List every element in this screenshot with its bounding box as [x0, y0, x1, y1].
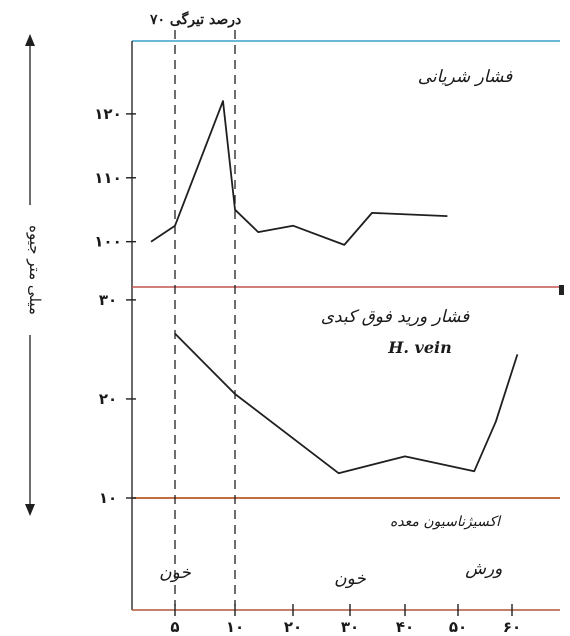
panel-1-y-tick-label: ۱۰۰	[94, 233, 121, 251]
bottom-annotation: خون	[159, 563, 191, 583]
panel-2-series	[174, 332, 519, 475]
bottom-band-label: اکسیژناسیون معده	[390, 514, 502, 530]
panel-1-line	[150, 100, 448, 246]
bottom-annotation: خون	[334, 569, 366, 589]
y-axis-label-gap	[18, 205, 42, 335]
y-axis-label-group: میلی متر جیوه	[18, 34, 44, 516]
panel-1-y-ticks: ۱۰۰ ۱۱۰ ۱۲۰	[94, 105, 136, 251]
x-tick-label: ۵۰	[449, 618, 467, 636]
marker-lines	[174, 30, 236, 606]
right-edge-mark	[559, 285, 564, 295]
x-tick-label: ۱۰	[226, 618, 244, 636]
panel-2-line	[174, 332, 519, 475]
top-annotation: ۷۰ درصد تیرگی	[149, 11, 241, 28]
x-tick-label: ۲۰	[284, 618, 302, 636]
panel-2-subtitle: H. vein	[387, 338, 451, 357]
panel-2-y-tick-label: ۱۰	[99, 489, 117, 507]
panel-2-title: فشار ورید فوق کبدی	[321, 307, 470, 327]
y-axis-arrow-up	[25, 34, 35, 46]
panel-2-y-ticks: ۱۰ ۲۰ ۳۰	[99, 291, 136, 507]
panel-1-y-tick-label: ۱۲۰	[94, 105, 121, 123]
panel-1-title: فشار شریانی	[418, 67, 513, 87]
x-tick-label: ۵	[170, 618, 179, 636]
bottom-annotation: ورش	[465, 559, 502, 579]
y-axis-arrow-down	[25, 504, 35, 516]
panel-1-y-tick-label: ۱۱۰	[94, 169, 121, 187]
x-ticks: ۵ ۱۰ ۲۰ ۳۰ ۴۰ ۵۰ ۶۰	[170, 604, 521, 636]
x-tick-label: ۳۰	[341, 618, 359, 636]
panel-2-y-tick-label: ۳۰	[99, 291, 117, 309]
bottom-annotations: خون خون ورش	[159, 559, 502, 589]
x-tick-label: ۶۰	[503, 618, 521, 636]
x-tick-label: ۴۰	[396, 618, 414, 636]
y-axis-label: میلی متر جیوه	[26, 225, 44, 315]
panel-1-series	[150, 100, 448, 246]
panel-2-y-tick-label: ۲۰	[99, 390, 117, 408]
